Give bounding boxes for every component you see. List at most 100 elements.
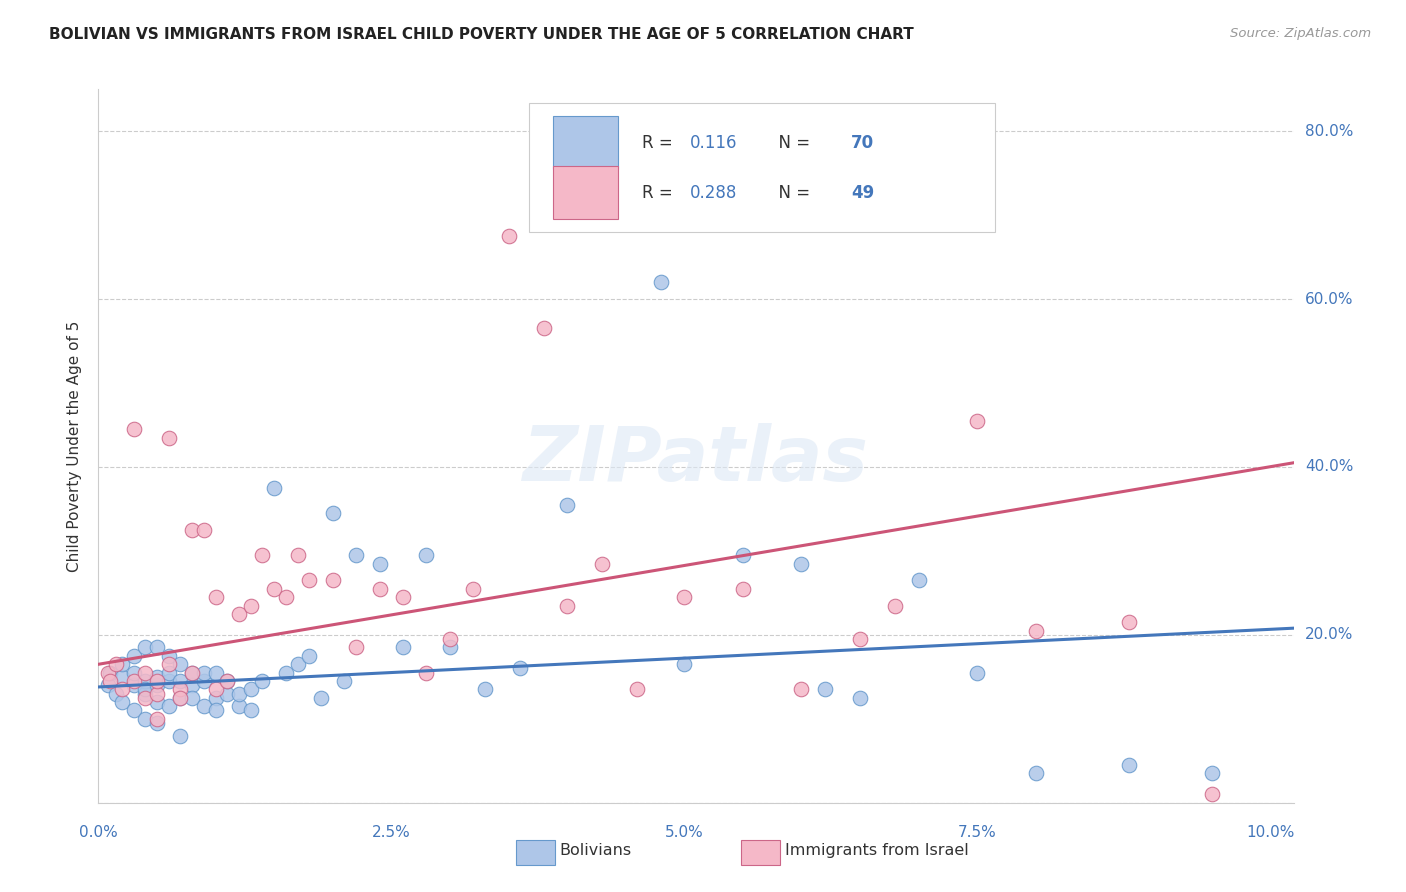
Point <box>97 678 120 692</box>
Point <box>146 695 169 709</box>
Point <box>252 548 274 562</box>
Point <box>204 590 226 604</box>
Point <box>204 665 226 680</box>
Point <box>98 674 121 689</box>
Text: 40.0%: 40.0% <box>1305 459 1353 475</box>
Point <box>105 687 128 701</box>
Point <box>1025 766 1047 780</box>
Point <box>111 657 134 672</box>
Point <box>368 582 391 596</box>
Text: 20.0%: 20.0% <box>1305 627 1353 642</box>
Point <box>181 523 204 537</box>
Text: 7.5%: 7.5% <box>957 825 997 840</box>
Point <box>439 632 461 646</box>
Point <box>333 674 356 689</box>
Point <box>626 682 648 697</box>
Point <box>790 557 813 571</box>
Point <box>157 665 180 680</box>
Point <box>415 548 437 562</box>
Point <box>966 665 988 680</box>
Point <box>555 498 578 512</box>
Point <box>849 632 872 646</box>
Point <box>122 665 145 680</box>
Point <box>814 682 837 697</box>
Point <box>217 687 239 701</box>
Point <box>1118 758 1140 772</box>
Text: N =: N = <box>768 184 815 202</box>
Point <box>907 574 929 588</box>
Point <box>392 640 415 655</box>
Point <box>181 665 204 680</box>
Text: 70: 70 <box>851 134 875 152</box>
Point <box>122 648 145 663</box>
Point <box>169 674 191 689</box>
Point <box>498 229 520 244</box>
Point <box>157 648 180 663</box>
Point <box>263 582 285 596</box>
Point <box>122 422 145 436</box>
Point <box>146 640 169 655</box>
Text: 49: 49 <box>851 184 875 202</box>
Point <box>731 548 754 562</box>
Point <box>344 640 367 655</box>
Point <box>439 640 461 655</box>
FancyBboxPatch shape <box>529 103 994 232</box>
Point <box>1025 624 1047 638</box>
Point <box>849 690 872 705</box>
Point <box>146 670 169 684</box>
Point <box>228 607 250 621</box>
Point <box>533 321 555 335</box>
Text: 80.0%: 80.0% <box>1305 124 1353 138</box>
Point <box>263 481 285 495</box>
Point <box>309 690 332 705</box>
Point <box>157 657 180 672</box>
Point <box>169 690 191 705</box>
Point <box>134 665 156 680</box>
Point <box>169 690 191 705</box>
Point <box>298 648 321 663</box>
Point <box>217 674 239 689</box>
Point <box>181 690 204 705</box>
Point <box>111 670 134 684</box>
Point <box>134 687 156 701</box>
Text: ZIPatlas: ZIPatlas <box>523 424 869 497</box>
Point <box>322 574 344 588</box>
Point <box>169 729 191 743</box>
Point <box>474 682 496 697</box>
Point <box>239 599 262 613</box>
Point <box>287 657 309 672</box>
Text: 2.5%: 2.5% <box>373 825 411 840</box>
Point <box>731 582 754 596</box>
Point <box>111 682 134 697</box>
Point <box>204 690 226 705</box>
Point <box>591 557 613 571</box>
Text: N =: N = <box>768 134 815 152</box>
Point <box>509 661 531 675</box>
Text: Bolivians: Bolivians <box>560 844 631 858</box>
Text: Immigrants from Israel: Immigrants from Israel <box>785 844 969 858</box>
Point <box>122 674 145 689</box>
Point <box>134 712 156 726</box>
Text: R =: R = <box>643 184 678 202</box>
Point <box>884 599 907 613</box>
Point <box>193 699 215 714</box>
Point <box>98 665 121 680</box>
Point <box>790 682 813 697</box>
Point <box>97 665 120 680</box>
Point <box>146 712 169 726</box>
Point <box>157 699 180 714</box>
Point <box>134 690 156 705</box>
Point <box>217 674 239 689</box>
Point <box>673 657 696 672</box>
Point <box>134 674 156 689</box>
Point <box>274 590 297 604</box>
Point <box>157 674 180 689</box>
Point <box>344 548 367 562</box>
Point <box>134 682 156 697</box>
Point <box>274 665 297 680</box>
Point <box>368 557 391 571</box>
Point <box>122 678 145 692</box>
Point <box>322 506 344 520</box>
Point <box>169 682 191 697</box>
Point <box>650 275 672 289</box>
